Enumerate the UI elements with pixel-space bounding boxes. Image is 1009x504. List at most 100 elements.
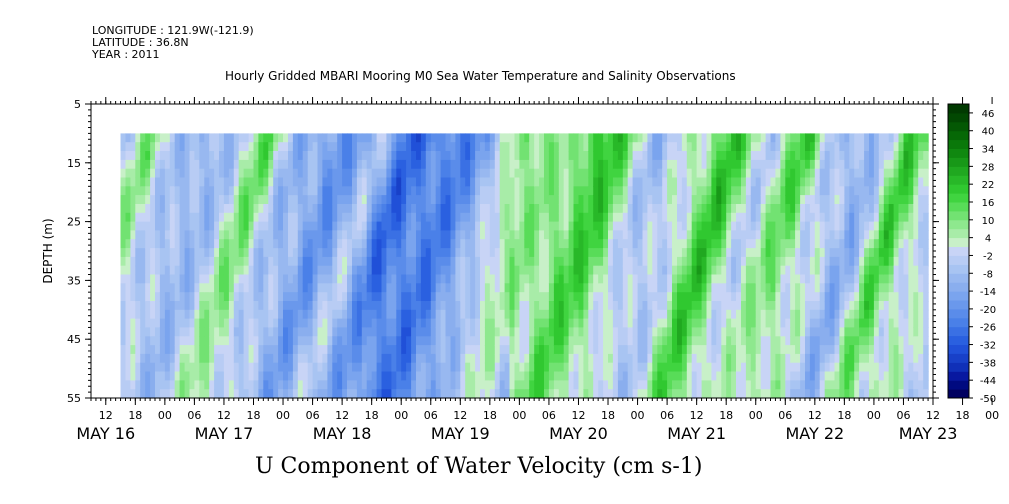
- heat-cell: [612, 327, 619, 337]
- heat-cell: [805, 265, 811, 276]
- heat-cell: [199, 292, 205, 302]
- heat-cell: [632, 274, 639, 284]
- heat-cell: [568, 353, 575, 364]
- heat-cell: [307, 389, 314, 399]
- heat-cell: [361, 177, 368, 187]
- heat-cell: [332, 353, 338, 364]
- heat-cell: [514, 256, 520, 267]
- heat-cell: [519, 212, 525, 223]
- heat-cell: [677, 265, 683, 276]
- heat-cell: [617, 239, 624, 249]
- heat-cell: [677, 204, 683, 214]
- heat-cell: [908, 133, 914, 143]
- heat-cell: [829, 362, 836, 373]
- heat-cell: [731, 195, 737, 205]
- heat-cell: [558, 248, 565, 258]
- heat-cell: [706, 371, 712, 381]
- heat-cell: [691, 221, 698, 231]
- heat-cell: [499, 221, 506, 231]
- heat-cell: [307, 204, 314, 214]
- heat-cell: [657, 142, 663, 152]
- heat-cell: [416, 151, 422, 161]
- heat-cell: [529, 274, 535, 284]
- heat-cell: [598, 283, 604, 293]
- heat-cell: [460, 177, 466, 187]
- heat-cell: [760, 177, 767, 187]
- heat-cell: [179, 159, 186, 170]
- heat-cell: [795, 274, 801, 284]
- heat-cell: [873, 159, 880, 170]
- heat-cell: [691, 318, 698, 328]
- heat-cell: [672, 186, 678, 196]
- heat-cell: [228, 168, 235, 179]
- heat-cell: [588, 239, 594, 249]
- heat-cell: [765, 301, 772, 311]
- heat-cell: [159, 309, 166, 320]
- heat-cell: [130, 309, 136, 320]
- heat-cell: [450, 204, 456, 214]
- heat-cell: [524, 274, 530, 284]
- heat-cell: [765, 168, 772, 179]
- heat-cell: [809, 292, 816, 302]
- heat-cell: [903, 327, 909, 337]
- heat-cell: [391, 301, 397, 311]
- heat-cell: [800, 283, 806, 293]
- heat-cell: [864, 318, 870, 328]
- heat-cell: [258, 336, 264, 346]
- heat-cell: [849, 195, 855, 205]
- heat-cell: [361, 301, 368, 311]
- heat-cell: [489, 177, 496, 187]
- heat-cell: [179, 248, 186, 258]
- heat-cell: [214, 151, 220, 161]
- heat-cell: [873, 248, 880, 258]
- heat-cell: [164, 362, 171, 373]
- heat-cell: [647, 292, 653, 302]
- heat-cell: [253, 133, 259, 143]
- heat-cell: [425, 195, 432, 205]
- heat-cell: [563, 186, 570, 196]
- heat-cell: [553, 362, 560, 373]
- heat-cell: [342, 389, 348, 399]
- heat-cell: [150, 177, 156, 187]
- heat-cell: [130, 327, 136, 337]
- heat-cell: [731, 362, 737, 373]
- heat-cell: [544, 345, 550, 355]
- heat-cell: [696, 142, 703, 152]
- heat-cell: [263, 380, 269, 390]
- heat-cell: [361, 292, 368, 302]
- heat-cell: [435, 256, 442, 267]
- heat-cell: [174, 318, 181, 328]
- heat-cell: [642, 177, 648, 187]
- heat-cell: [440, 151, 447, 161]
- heat-cell: [622, 177, 629, 187]
- heat-cell: [120, 186, 126, 196]
- heat-cell: [361, 256, 368, 267]
- heat-cell: [425, 283, 432, 293]
- heat-cell: [706, 204, 712, 214]
- heat-cell: [578, 133, 584, 143]
- heat-cell: [809, 186, 816, 196]
- heat-cell: [475, 151, 481, 161]
- heat-cell: [480, 318, 486, 328]
- heat-cell: [342, 151, 348, 161]
- heat-cell: [598, 177, 604, 187]
- heat-cell: [839, 362, 845, 373]
- heat-cell: [219, 177, 225, 187]
- heat-cell: [632, 265, 639, 276]
- heat-cell: [243, 274, 250, 284]
- heat-cell: [366, 336, 373, 346]
- heat-cell: [489, 239, 496, 249]
- heat-cell: [612, 345, 619, 355]
- heat-cell: [755, 274, 762, 284]
- heat-cell: [573, 159, 579, 170]
- heat-cell: [544, 221, 550, 231]
- heat-cell: [258, 345, 264, 355]
- heat-cell: [849, 221, 855, 231]
- heat-cell: [563, 345, 570, 355]
- heat-cell: [268, 159, 274, 170]
- heat-cell: [913, 151, 919, 161]
- heat-cell: [238, 186, 245, 196]
- heat-cell: [494, 327, 501, 337]
- heat-cell: [745, 204, 752, 214]
- heat-cell: [475, 292, 481, 302]
